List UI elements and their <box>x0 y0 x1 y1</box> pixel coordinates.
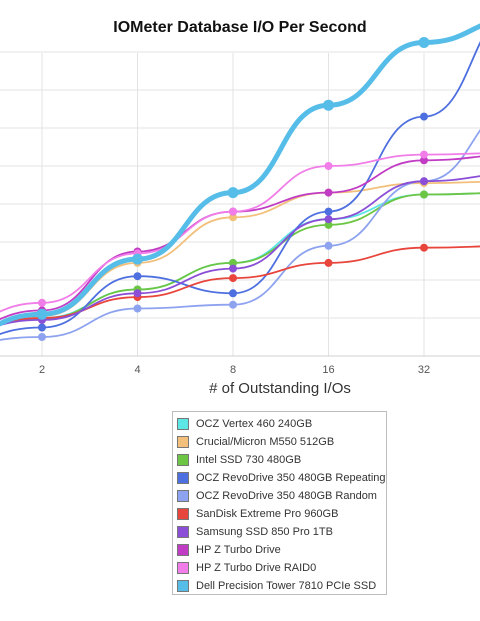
legend-label: OCZ RevoDrive 350 480GB Random <box>196 490 377 502</box>
x-tick-label: 32 <box>418 364 430 376</box>
data-point <box>418 37 430 48</box>
legend-swatch <box>177 526 189 538</box>
series-ocz-revodrive-350-480gb-random <box>0 129 480 341</box>
legend-item: Crucial/Micron M550 512GB <box>177 433 386 451</box>
series-dell-precision-tower-7810-pcie-ssd <box>0 23 480 327</box>
legend-item: OCZ RevoDrive 350 480GB Repeating <box>177 469 386 487</box>
data-point <box>133 304 142 313</box>
data-point <box>420 243 428 252</box>
x-axis-label: # of Outstanding I/Os <box>209 380 351 397</box>
data-point <box>420 156 428 165</box>
data-point <box>38 298 46 307</box>
data-point <box>229 300 237 309</box>
data-point <box>229 289 237 298</box>
legend-item: OCZ Vertex 460 240GB <box>177 415 386 433</box>
data-point <box>133 272 142 281</box>
data-point <box>420 177 428 186</box>
data-point <box>323 99 334 111</box>
x-tick-label: 8 <box>230 364 236 376</box>
legend-swatch <box>177 454 189 466</box>
legend-item: HP Z Turbo Drive RAID0 <box>177 559 386 577</box>
legend-swatch <box>177 562 189 574</box>
legend-item: OCZ RevoDrive 350 480GB Random <box>177 487 386 505</box>
series-lines <box>0 23 480 341</box>
legend-item: HP Z Turbo Drive <box>177 541 386 559</box>
series-samsung-ssd-850-pro-1tb <box>0 175 480 326</box>
data-point <box>229 274 237 283</box>
data-point <box>324 258 333 267</box>
legend-item: Samsung SSD 850 Pro 1TB <box>177 523 386 541</box>
legend-label: Samsung SSD 850 Pro 1TB <box>196 526 333 538</box>
data-point <box>229 213 237 222</box>
data-point <box>324 241 333 250</box>
series-hp-z-turbo-drive-raid0 <box>0 150 480 313</box>
data-point <box>38 323 46 332</box>
x-tick-labels: 2 4 8 16 32 <box>39 364 430 376</box>
data-point <box>132 253 143 265</box>
legend-label: Crucial/Micron M550 512GB <box>196 436 335 448</box>
data-point <box>420 150 428 159</box>
legend-swatch <box>177 472 189 484</box>
chart-title: IOMeter Database I/O Per Second <box>113 19 367 36</box>
series-ocz-revodrive-350-480gb-repeating <box>0 41 480 336</box>
series-line <box>0 23 480 327</box>
data-point <box>229 207 237 216</box>
legend-label: HP Z Turbo Drive <box>196 544 281 556</box>
legend-swatch <box>177 436 189 448</box>
legend-item: Dell Precision Tower 7810 PCIe SSD <box>177 577 386 595</box>
legend-item: SanDisk Extreme Pro 960GB <box>177 505 386 523</box>
series-line <box>0 245 480 325</box>
legend-swatch <box>177 580 189 592</box>
data-point <box>324 207 333 216</box>
legend-label: Intel SSD 730 480GB <box>196 454 302 466</box>
legend-swatch <box>177 508 189 520</box>
x-tick-label: 16 <box>322 364 334 376</box>
data-point <box>420 112 428 121</box>
series-line <box>0 41 480 336</box>
data-point <box>38 333 46 341</box>
data-point <box>324 188 333 197</box>
gridlines <box>0 51 480 357</box>
legend-swatch <box>177 418 189 430</box>
legend-label: HP Z Turbo Drive RAID0 <box>196 562 317 574</box>
data-point <box>420 190 428 199</box>
data-point <box>324 162 333 170</box>
data-point <box>229 258 237 267</box>
series-sandisk-extreme-pro-960gb <box>0 243 480 325</box>
legend-item: Intel SSD 730 480GB <box>177 451 386 469</box>
legend-label: OCZ RevoDrive 350 480GB Repeating <box>196 472 386 484</box>
legend-label: Dell Precision Tower 7810 PCIe SSD <box>196 580 377 592</box>
data-point <box>133 289 142 298</box>
data-point <box>36 308 48 320</box>
series-crucial-micron-m550-512gb <box>0 179 480 324</box>
legend-label: OCZ Vertex 460 240GB <box>196 418 313 430</box>
data-point <box>324 220 333 229</box>
data-point <box>324 215 333 224</box>
x-tick-label: 2 <box>39 364 45 376</box>
legend: OCZ Vertex 460 240GB Crucial/Micron M550 … <box>172 411 387 595</box>
series-line <box>0 175 480 326</box>
data-point <box>227 187 239 199</box>
x-tick-label: 4 <box>134 364 140 376</box>
legend-label: SanDisk Extreme Pro 960GB <box>196 508 339 520</box>
legend-swatch <box>177 490 189 502</box>
legend-swatch <box>177 544 189 556</box>
series-line <box>0 129 480 341</box>
data-point <box>229 264 237 273</box>
